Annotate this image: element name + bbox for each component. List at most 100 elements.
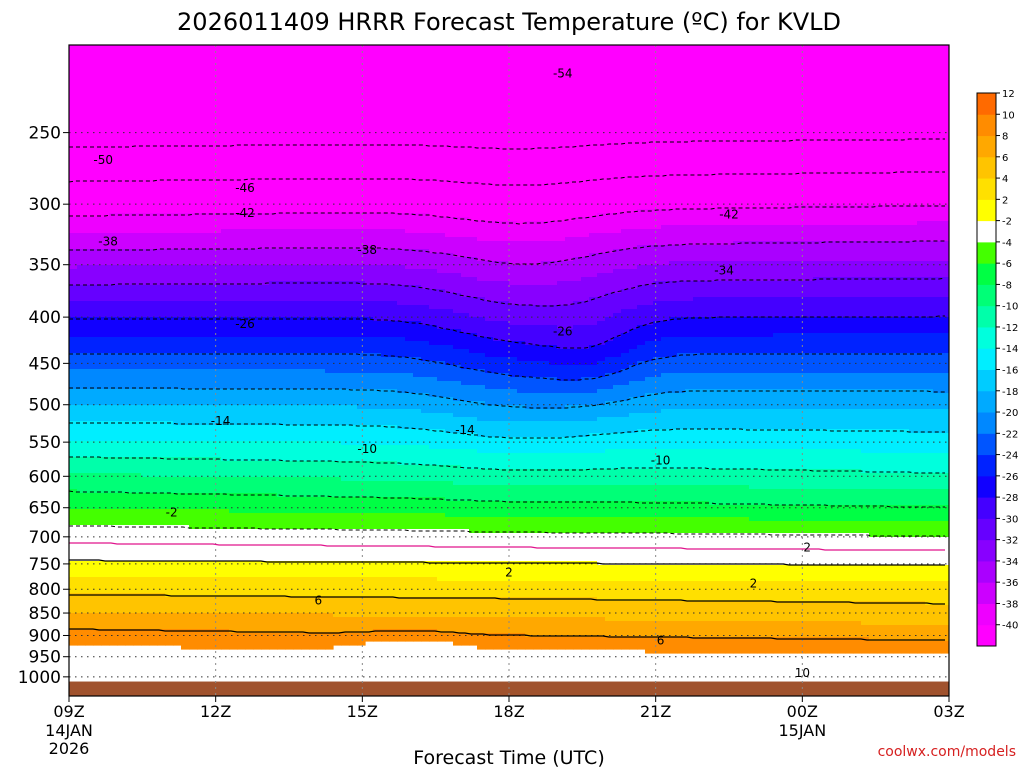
temperature-cell (293, 561, 302, 578)
temperature-cell (357, 249, 366, 266)
contour-line (69, 490, 945, 508)
temperature-cell (669, 317, 678, 338)
temperature-cell (717, 621, 726, 638)
temperature-cell (413, 429, 422, 446)
contour-label: 6 (315, 593, 323, 607)
y-tick-label: 800 (29, 580, 61, 600)
temperature-cell (677, 429, 686, 450)
temperature-cell (325, 441, 334, 462)
temperature-cell (517, 341, 526, 362)
temperature-cell (757, 621, 766, 638)
temperature-cell (101, 405, 110, 422)
temperature-cell (189, 249, 198, 266)
temperature-cell (229, 561, 238, 578)
temperature-cell (341, 249, 350, 266)
temperature-cell (749, 521, 758, 534)
temperature-cell (93, 233, 102, 250)
temperature-cell (941, 317, 949, 334)
y-tick-label: 650 (29, 499, 61, 519)
temperature-cell (101, 493, 110, 510)
temperature-cell (509, 285, 518, 306)
temperature-cell (541, 421, 550, 438)
temperature-cell (941, 393, 949, 410)
temperature-cell (805, 449, 814, 470)
temperature-cell (429, 481, 438, 498)
temperature-cell (237, 461, 246, 478)
temperature-cell (901, 453, 910, 474)
temperature-cell (389, 249, 398, 266)
temperature-cell (261, 633, 270, 650)
temperature-cell (429, 253, 438, 270)
temperature-cell (605, 389, 614, 402)
temperature-cell (613, 269, 622, 294)
temperature-cell (557, 221, 566, 242)
temperature-cell (157, 441, 166, 458)
temperature-cell (845, 449, 854, 470)
temperature-cell (765, 429, 774, 450)
temperature-cell (885, 409, 894, 430)
temperature-cell (117, 493, 126, 510)
temperature-cell (797, 601, 806, 622)
temperature-cell (613, 337, 622, 358)
temperature-cell (205, 389, 214, 406)
temperature-cell (453, 349, 462, 366)
temperature-cell (173, 337, 182, 354)
temperature-cell (861, 277, 870, 298)
temperature-cell (437, 465, 446, 482)
temperature-cell (341, 513, 350, 530)
temperature-cell (525, 597, 534, 618)
temperature-cell (877, 521, 886, 538)
temperature-cell (797, 621, 806, 638)
temperature-cell (813, 241, 822, 262)
temperature-cell (765, 409, 774, 430)
temperature-cell (165, 525, 174, 562)
temperature-cell (413, 497, 422, 514)
temperature-cell (741, 581, 750, 602)
temperature-cell (261, 461, 270, 478)
temperature-cell (693, 245, 702, 262)
temperature-cell (477, 297, 486, 318)
temperature-cell (85, 317, 94, 338)
temperature-cell (637, 485, 646, 502)
temperature-cell (629, 213, 638, 230)
temperature-cell (197, 425, 206, 442)
temperature-cell (197, 529, 206, 562)
temperature-cell (829, 533, 838, 566)
temperature-cell (253, 249, 262, 266)
temperature-cell (69, 301, 78, 318)
temperature-cell (213, 233, 222, 250)
temperature-cell (109, 389, 118, 406)
temperature-cell (245, 513, 254, 530)
temperature-cell (173, 441, 182, 458)
temperature-cell (141, 301, 150, 318)
temperature-cell (221, 317, 230, 338)
temperature-cell (813, 581, 822, 602)
temperature-cell (453, 257, 462, 274)
temperature-cell (301, 597, 310, 614)
temperature-cell (525, 265, 534, 286)
temperature-cell (565, 305, 574, 330)
temperature-cell (181, 213, 190, 234)
temperature-cell (477, 369, 486, 386)
temperature-cell (941, 537, 949, 566)
temperature-cell (901, 521, 910, 538)
y-tick-label: 750 (29, 555, 61, 575)
temperature-cell (733, 485, 742, 506)
temperature-cell (165, 265, 174, 286)
temperature-cell (261, 45, 270, 214)
temperature-cell (221, 229, 230, 250)
temperature-cell (413, 529, 422, 562)
temperature-cell (893, 473, 902, 490)
temperature-cell (277, 317, 286, 338)
temperature-cell (741, 389, 750, 410)
temperature-cell (917, 221, 926, 242)
temperature-cell (917, 261, 926, 278)
temperature-cell (653, 485, 662, 502)
colorbar-swatch (977, 560, 996, 583)
temperature-cell (861, 241, 870, 262)
temperature-cell (173, 317, 182, 338)
temperature-cell (77, 317, 86, 338)
temperature-cell (389, 445, 398, 462)
temperature-cell (733, 353, 742, 374)
